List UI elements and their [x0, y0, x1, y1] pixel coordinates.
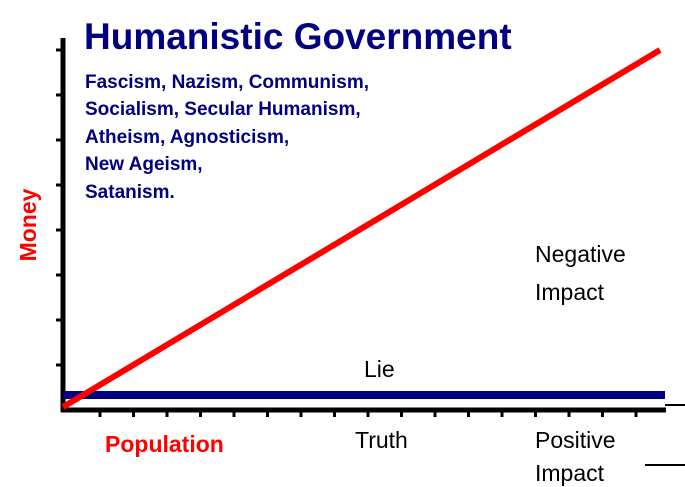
x-axis-label: Population	[105, 431, 224, 457]
negative-label: Impact	[535, 279, 605, 305]
list-item: Atheism, Agnosticism,	[85, 127, 289, 148]
y-axis-label: Money	[15, 188, 41, 261]
list-item: Satanism.	[85, 182, 175, 203]
list-item: New Ageism,	[85, 154, 203, 175]
money-line	[61, 47, 662, 410]
title: Humanistic Government	[84, 16, 512, 57]
truth-label: Truth	[355, 427, 408, 453]
positive-label: Positive	[535, 427, 616, 453]
positive-label: Impact	[535, 460, 605, 486]
list-item: Fascism, Nazism, Communism,	[85, 72, 369, 93]
list-item: Socialism, Secular Humanism,	[85, 99, 361, 120]
lie-label: Lie	[364, 356, 395, 382]
negative-label: Negative	[535, 241, 626, 267]
